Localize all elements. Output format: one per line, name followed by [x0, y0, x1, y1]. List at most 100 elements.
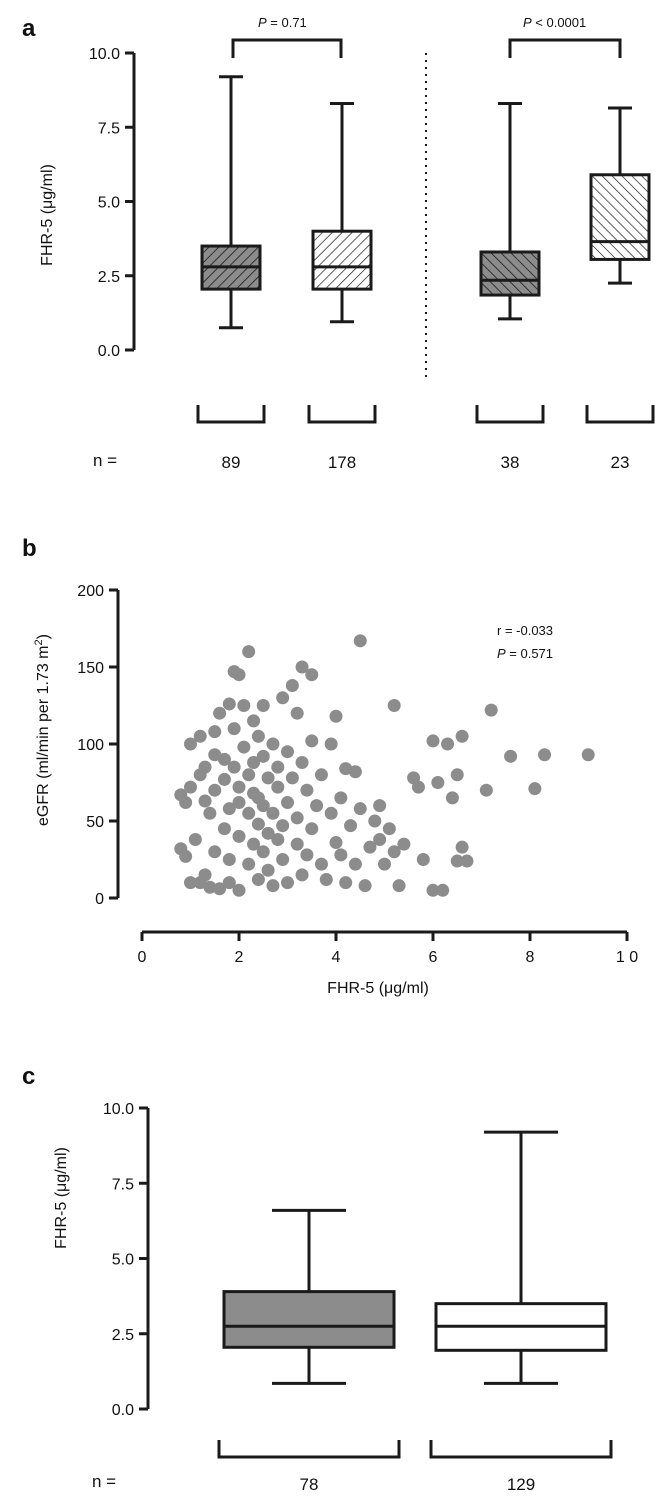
- group-n-label: 178: [328, 453, 356, 472]
- y-tick-label: 5.0: [112, 1252, 134, 1269]
- scatter-point: [227, 760, 241, 774]
- panel-b-y-ticks: 0 50 100 150 200: [77, 583, 118, 908]
- scatter-point: [247, 837, 261, 851]
- scatter-point: [266, 879, 280, 893]
- scatter-point: [431, 776, 445, 789]
- x-tick-label: 2: [235, 949, 244, 966]
- scatter-point: [358, 879, 372, 893]
- group-n-label: 23: [611, 453, 630, 472]
- scatter-point: [198, 794, 212, 808]
- scatter-point: [455, 840, 469, 854]
- scatter-point: [247, 714, 261, 728]
- scatter-point: [213, 706, 227, 720]
- scatter-point: [426, 734, 440, 748]
- scatter-point: [232, 796, 246, 810]
- panel-a-n-groups: 89 178 38 23: [196, 405, 655, 472]
- scatter-point: [203, 806, 217, 820]
- scatter-point: [290, 811, 304, 825]
- scatter-point: [227, 722, 241, 736]
- y-tick-label: 10.0: [103, 1101, 134, 1118]
- scatter-point: [329, 836, 343, 850]
- p-value-label: P = 0.71: [258, 15, 307, 30]
- scatter-point: [208, 845, 222, 859]
- panel-b-y-axis-title: eGFR (ml/min per 1.73 m2): [33, 634, 52, 826]
- scatter-point: [184, 737, 197, 751]
- scatter-point: [373, 799, 387, 813]
- scatter-point: [305, 822, 319, 836]
- panel-c-n-prefix: n =: [92, 1472, 116, 1491]
- scatter-point: [290, 706, 304, 720]
- scatter-point: [266, 737, 280, 751]
- scatter-point: [222, 876, 236, 890]
- scatter-point: [276, 691, 290, 705]
- scatter-point: [232, 780, 246, 794]
- group-bracket: [585, 405, 655, 424]
- scatter-point: [271, 760, 285, 774]
- scatter-point: [397, 837, 411, 851]
- scatter-point: [324, 737, 338, 751]
- scatter-point: [271, 780, 285, 794]
- comparison-bracket: [231, 38, 343, 58]
- group-n-label: 78: [300, 1475, 319, 1494]
- scatter-point: [222, 853, 236, 866]
- correlation-r-label: r = -0.033: [497, 623, 553, 638]
- scatter-point: [247, 755, 261, 769]
- scatter-point: [208, 783, 222, 797]
- scatter-point: [208, 748, 222, 762]
- scatter-point: [392, 879, 406, 893]
- scatter-point: [242, 768, 256, 782]
- scatter-point: [348, 857, 362, 871]
- scatter-point: [581, 748, 595, 762]
- panel-letter-c: c: [22, 1063, 35, 1090]
- scatter-point: [213, 882, 227, 896]
- y-tick-label: 10.0: [89, 46, 120, 63]
- scatter-point: [329, 709, 343, 723]
- scatter-point: [324, 806, 338, 820]
- scatter-point: [179, 796, 193, 810]
- panel-a-y-axis-title: FHR-5 (μg/ml): [39, 164, 56, 266]
- scatter-point: [261, 771, 275, 785]
- y-tick-label: 150: [77, 660, 104, 677]
- scatter-point: [261, 826, 275, 840]
- group-bracket: [429, 1440, 613, 1459]
- scatter-point: [445, 791, 459, 805]
- panel-b-x-ticks: 0 2 4 6 8 1 0: [138, 932, 638, 966]
- scatter-point: [538, 748, 552, 762]
- scatter-point: [184, 780, 197, 794]
- scatter-point: [256, 799, 270, 813]
- scatter-point: [276, 853, 290, 866]
- scatter-point: [310, 799, 324, 813]
- y-tick-label: 0.0: [112, 1402, 134, 1419]
- scatter-point: [281, 745, 294, 759]
- scatter-point: [237, 740, 251, 754]
- panel-b-x-axis-title: FHR-5 (μg/ml): [327, 980, 429, 997]
- box-iqr: [479, 250, 541, 297]
- scatter-point: [276, 819, 290, 833]
- scatter-point: [363, 840, 377, 854]
- scatter-point: [256, 845, 270, 859]
- group-bracket: [475, 405, 545, 424]
- scatter-point: [281, 796, 294, 810]
- scatter-point: [295, 755, 309, 769]
- scatter-point: [266, 806, 280, 820]
- scatter-point: [334, 848, 348, 862]
- y-tick-label: 7.5: [98, 120, 120, 137]
- p-value-label: P < 0.0001: [523, 15, 586, 30]
- group-bracket: [196, 405, 266, 424]
- correlation-p-label: P = 0.571: [497, 646, 553, 661]
- panel-letter-a: a: [22, 15, 36, 42]
- scatter-point: [251, 817, 265, 831]
- x-tick-label: 0: [138, 949, 147, 966]
- scatter-point: [285, 678, 299, 692]
- scatter-point: [198, 760, 212, 774]
- panel-c-boxes: [222, 1130, 608, 1385]
- y-tick-label: 0: [95, 891, 104, 908]
- scatter-point: [232, 829, 246, 843]
- scatter-point: [479, 783, 493, 797]
- scatter-point: [193, 876, 207, 890]
- scatter-point: [450, 768, 464, 782]
- scatter-point: [281, 876, 294, 890]
- scatter-point: [242, 857, 256, 871]
- panel-c-n-groups: 78 129: [217, 1440, 613, 1494]
- panel-b-scatter-points: [174, 634, 595, 897]
